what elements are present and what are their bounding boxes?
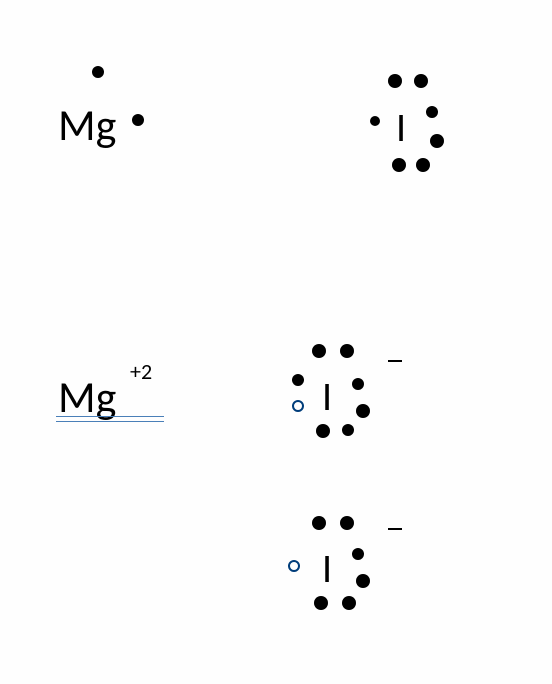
i-anion-1-dot [340,344,354,358]
i-anion-2-dot [352,548,364,560]
i-anion-1-dot [356,404,370,418]
i-atom-dot [370,116,380,126]
i-anion-1-symbol: I [322,372,332,421]
i-anion-2-charge [388,528,402,530]
i-anion-1-charge [388,360,402,362]
i-anion-1-dot [342,424,354,436]
i-anion-1-dot [316,424,330,438]
i-anion-2-symbol: I [322,544,332,593]
i-atom-dot [430,134,444,148]
i-anion-2-open-dot [288,560,300,572]
i-anion-1-dot [292,374,304,386]
i-anion-1-dot [352,378,364,390]
i-anion-1-dot [312,344,326,358]
i-atom-symbol: I [396,103,406,152]
lewis-diagram-canvas: Mg I Mg +2 I I [0,0,552,684]
i-anion-1-open-dot [292,400,304,412]
mg-cation-underline [56,416,164,417]
mg-cation-charge: +2 [130,358,152,385]
mg-cation-underline [56,421,164,422]
i-atom-dot [426,106,438,118]
i-anion-2-dot [342,596,356,610]
i-atom-dot [414,74,428,88]
i-anion-2-dot [356,574,370,588]
mg-atom-dot [132,114,144,126]
i-anion-2-dot [314,596,328,610]
mg-atom-symbol: Mg [58,98,116,152]
i-anion-2-dot [312,516,326,530]
i-atom-dot [392,158,406,172]
mg-atom-dot [92,66,104,78]
i-atom-dot [388,74,402,88]
i-atom-dot [416,158,430,172]
i-anion-2-dot [340,516,354,530]
